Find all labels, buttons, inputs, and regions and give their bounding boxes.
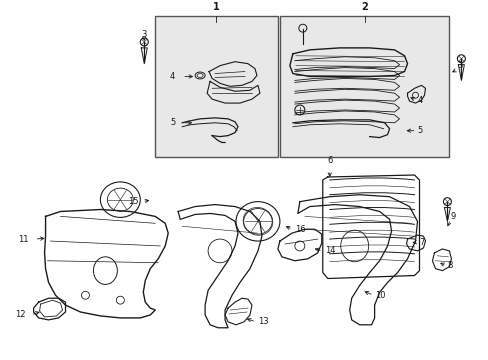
Text: 4: 4: [170, 72, 175, 81]
Text: 7: 7: [419, 238, 424, 247]
Text: 13: 13: [258, 318, 268, 327]
Text: 3: 3: [142, 30, 147, 39]
Text: 8: 8: [447, 261, 452, 270]
Text: 10: 10: [374, 291, 385, 300]
Text: 6: 6: [326, 156, 332, 165]
Text: 15: 15: [127, 197, 138, 206]
Text: 3: 3: [456, 61, 462, 70]
Text: 9: 9: [449, 212, 455, 221]
Text: 5: 5: [170, 118, 175, 127]
Text: 14: 14: [324, 246, 335, 255]
Text: 5: 5: [417, 126, 422, 135]
Text: 2: 2: [361, 3, 367, 12]
Bar: [155, 16, 277, 157]
Bar: [279, 16, 448, 157]
Text: 4: 4: [417, 96, 422, 105]
Text: 11: 11: [18, 235, 29, 244]
Text: 12: 12: [15, 310, 25, 319]
Text: 16: 16: [294, 225, 305, 234]
Text: 1: 1: [212, 3, 219, 12]
